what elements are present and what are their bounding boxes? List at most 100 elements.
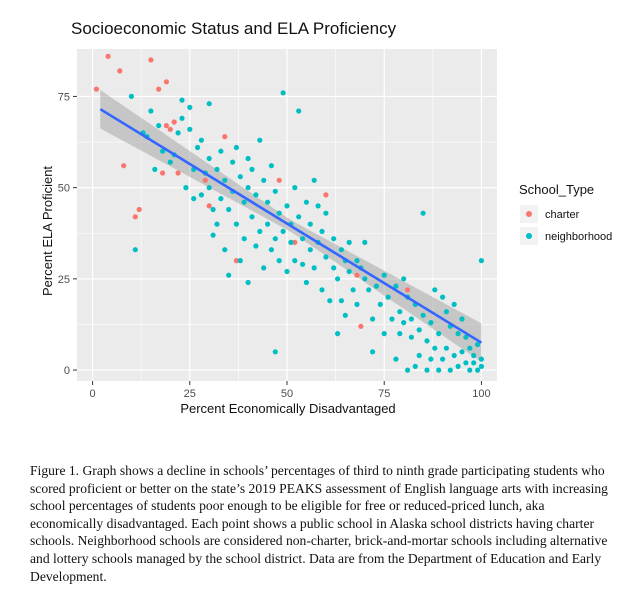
neighborhood-point: [428, 320, 434, 326]
neighborhood-point: [440, 356, 446, 362]
charter-point: [175, 170, 181, 176]
neighborhood-point: [191, 196, 197, 202]
neighborhood-point: [397, 309, 403, 315]
neighborhood-point: [218, 196, 224, 202]
neighborhood-point: [284, 268, 290, 275]
neighborhood-point: [393, 283, 399, 289]
y-tick-label: 75: [58, 91, 70, 103]
neighborhood-point: [280, 90, 286, 96]
neighborhood-point: [381, 331, 387, 337]
neighborhood-point: [226, 272, 232, 278]
charter-point: [93, 86, 99, 92]
charter-point: [132, 214, 138, 220]
neighborhood-point: [366, 287, 372, 293]
neighborhood-point: [148, 108, 154, 114]
neighborhood-point: [160, 148, 166, 154]
data-points: [93, 53, 484, 373]
neighborhood-point: [187, 126, 193, 132]
legend: School_Type charter neighborhood: [519, 182, 612, 245]
neighborhood-point: [362, 276, 368, 282]
neighborhood-point: [401, 276, 407, 282]
x-tick-label: 25: [184, 388, 196, 400]
neighborhood-point: [276, 210, 282, 216]
neighborhood-point: [265, 199, 271, 205]
charter-point: [167, 126, 173, 132]
neighborhood-point: [478, 356, 484, 362]
neighborhood-point: [455, 363, 461, 369]
x-axis-label: Percent Economically Disadvantaged: [180, 401, 395, 416]
neighborhood-point: [455, 331, 461, 337]
neighborhood-point: [128, 93, 134, 99]
neighborhood-point: [296, 108, 302, 114]
neighborhood-point: [292, 258, 298, 264]
neighborhood-point: [443, 309, 449, 315]
neighborhood-point: [261, 177, 267, 183]
neighborhood-point: [416, 327, 422, 333]
neighborhood-point: [416, 352, 422, 359]
neighborhood-point: [307, 221, 313, 227]
neighborhood-point: [195, 144, 201, 151]
legend-title: School_Type: [519, 182, 594, 197]
neighborhood-point: [440, 294, 446, 300]
neighborhood-point: [175, 130, 181, 136]
neighborhood-point: [335, 276, 341, 282]
neighborhood-point: [241, 199, 247, 205]
charter-point: [323, 192, 329, 198]
neighborhood-point: [432, 345, 438, 351]
neighborhood-point: [300, 236, 306, 242]
neighborhood-point: [443, 345, 449, 351]
neighborhood-point: [463, 334, 469, 340]
x-tick-label: 75: [378, 388, 390, 400]
neighborhood-point: [222, 177, 228, 183]
charter-point: [171, 119, 177, 125]
neighborhood-point: [272, 349, 278, 355]
scatter-chart: Socioeconomic Status and ELA Proficiency…: [40, 19, 612, 416]
y-tick-label: 0: [64, 365, 70, 377]
neighborhood-point: [187, 104, 193, 110]
neighborhood-point: [319, 287, 325, 293]
charter-point: [354, 272, 360, 278]
neighborhood-point: [331, 236, 337, 242]
neighborhood-point: [179, 97, 185, 103]
axis-ticks: 0 25 50 75 100 0 25 50 75: [58, 91, 491, 400]
neighborhood-point: [420, 312, 426, 318]
fit-line-layer: [99, 108, 483, 344]
legend-label-charter: charter: [545, 209, 580, 221]
neighborhood-point: [245, 155, 251, 162]
neighborhood-point: [424, 338, 430, 344]
neighborhood-point: [401, 320, 407, 326]
neighborhood-point: [245, 185, 251, 191]
charter-point: [276, 177, 282, 183]
neighborhood-point: [475, 367, 481, 373]
neighborhood-point: [408, 316, 414, 322]
neighborhood-point: [319, 228, 325, 234]
neighborhood-point: [323, 210, 329, 216]
series-charter: [93, 53, 411, 329]
neighborhood-point: [373, 283, 379, 289]
neighborhood-point: [265, 221, 271, 227]
neighborhood-point: [276, 258, 282, 264]
charter-point: [160, 170, 166, 176]
neighborhood-point: [230, 159, 236, 165]
neighborhood-point: [226, 206, 232, 213]
neighborhood-point: [233, 221, 239, 227]
charter-point: [202, 177, 208, 183]
neighborhood-point: [303, 279, 309, 286]
neighborhood-point: [331, 265, 337, 271]
regression-line: [99, 108, 483, 344]
y-tick-label: 25: [58, 274, 70, 286]
neighborhood-point: [381, 272, 387, 278]
neighborhood-point: [311, 265, 317, 271]
charter-point: [292, 239, 298, 245]
neighborhood-point: [338, 247, 344, 253]
neighborhood-point: [335, 331, 341, 337]
charter-point: [156, 86, 162, 92]
figure-caption: Figure 1. Graph shows a decline in schoo…: [30, 463, 608, 584]
grid-lines: [77, 49, 497, 381]
neighborhood-point: [206, 185, 212, 191]
charter-point: [148, 57, 154, 63]
neighborhood-point: [362, 239, 368, 245]
neighborhood-point: [198, 192, 204, 198]
neighborhood-point: [245, 279, 251, 286]
neighborhood-point: [447, 367, 453, 373]
